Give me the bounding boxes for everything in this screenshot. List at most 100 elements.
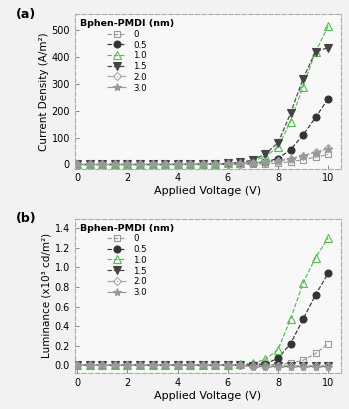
2.0 bbox=[213, 162, 217, 166]
1.0 bbox=[150, 162, 155, 167]
Line: 1.5: 1.5 bbox=[73, 43, 332, 169]
Line: 1.0: 1.0 bbox=[73, 22, 332, 169]
0.5 bbox=[113, 363, 117, 368]
0.5 bbox=[226, 162, 230, 166]
0.5 bbox=[75, 363, 80, 368]
1.5 bbox=[226, 363, 230, 368]
1.0 bbox=[88, 363, 92, 368]
1.0 bbox=[251, 361, 255, 366]
0 bbox=[176, 363, 180, 368]
0.5 bbox=[213, 162, 217, 166]
0 bbox=[251, 363, 255, 368]
0 bbox=[201, 363, 205, 368]
3.0 bbox=[113, 162, 117, 167]
0 bbox=[125, 162, 129, 167]
1.0 bbox=[251, 159, 255, 164]
2.0 bbox=[326, 146, 330, 151]
Line: 2.0: 2.0 bbox=[75, 146, 331, 167]
1.5 bbox=[150, 363, 155, 368]
0 bbox=[313, 155, 318, 160]
3.0 bbox=[163, 162, 167, 167]
0.5 bbox=[263, 361, 268, 366]
3.0 bbox=[163, 363, 167, 368]
0.5 bbox=[100, 363, 104, 368]
3.0 bbox=[301, 365, 305, 370]
1.5 bbox=[238, 363, 243, 368]
3.0 bbox=[288, 365, 292, 370]
2.0 bbox=[226, 363, 230, 368]
0.5 bbox=[176, 162, 180, 167]
1.5 bbox=[313, 364, 318, 369]
0.5 bbox=[288, 147, 292, 152]
2.0 bbox=[301, 153, 305, 158]
Line: 3.0: 3.0 bbox=[73, 361, 332, 371]
2.0 bbox=[301, 364, 305, 369]
3.0 bbox=[88, 363, 92, 368]
0 bbox=[163, 162, 167, 167]
0.5 bbox=[75, 162, 80, 167]
3.0 bbox=[326, 365, 330, 370]
1.0 bbox=[263, 357, 268, 362]
3.0 bbox=[100, 363, 104, 368]
Legend: 0, 0.5, 1.0, 1.5, 2.0, 3.0: 0, 0.5, 1.0, 1.5, 2.0, 3.0 bbox=[78, 18, 176, 94]
2.0 bbox=[138, 363, 142, 368]
2.0 bbox=[176, 363, 180, 368]
1.0 bbox=[326, 236, 330, 240]
1.5 bbox=[75, 363, 80, 368]
1.0 bbox=[150, 363, 155, 368]
3.0 bbox=[88, 162, 92, 167]
2.0 bbox=[276, 159, 280, 164]
0 bbox=[138, 363, 142, 368]
1.0 bbox=[288, 119, 292, 124]
2.0 bbox=[313, 149, 318, 154]
2.0 bbox=[238, 363, 243, 368]
0.5 bbox=[326, 271, 330, 276]
0.5 bbox=[201, 162, 205, 167]
2.0 bbox=[263, 364, 268, 369]
Y-axis label: Current Density (A/m²): Current Density (A/m²) bbox=[39, 32, 49, 151]
1.0 bbox=[238, 160, 243, 165]
0 bbox=[301, 157, 305, 162]
1.5 bbox=[88, 363, 92, 368]
0.5 bbox=[125, 363, 129, 368]
1.5 bbox=[201, 162, 205, 167]
0 bbox=[213, 363, 217, 368]
1.5 bbox=[301, 76, 305, 81]
1.5 bbox=[138, 363, 142, 368]
0 bbox=[75, 363, 80, 368]
0 bbox=[226, 162, 230, 167]
0.5 bbox=[188, 162, 192, 167]
3.0 bbox=[75, 162, 80, 167]
1.0 bbox=[125, 363, 129, 368]
0 bbox=[75, 162, 80, 167]
1.0 bbox=[301, 281, 305, 285]
1.5 bbox=[176, 363, 180, 368]
3.0 bbox=[213, 363, 217, 368]
3.0 bbox=[188, 162, 192, 166]
3.0 bbox=[301, 153, 305, 158]
0.5 bbox=[251, 161, 255, 166]
0 bbox=[163, 363, 167, 368]
1.5 bbox=[226, 161, 230, 166]
1.5 bbox=[213, 363, 217, 368]
0 bbox=[138, 162, 142, 167]
1.5 bbox=[88, 162, 92, 167]
2.0 bbox=[75, 162, 80, 167]
2.0 bbox=[251, 161, 255, 166]
1.0 bbox=[201, 162, 205, 167]
1.0 bbox=[288, 317, 292, 322]
2.0 bbox=[288, 157, 292, 162]
0 bbox=[188, 162, 192, 167]
1.0 bbox=[213, 162, 217, 166]
0 bbox=[326, 341, 330, 346]
2.0 bbox=[276, 364, 280, 369]
0.5 bbox=[288, 341, 292, 346]
0 bbox=[188, 363, 192, 368]
3.0 bbox=[251, 365, 255, 370]
2.0 bbox=[313, 364, 318, 369]
1.0 bbox=[263, 154, 268, 159]
0 bbox=[326, 152, 330, 157]
1.0 bbox=[213, 363, 217, 368]
3.0 bbox=[188, 363, 192, 368]
3.0 bbox=[313, 365, 318, 370]
